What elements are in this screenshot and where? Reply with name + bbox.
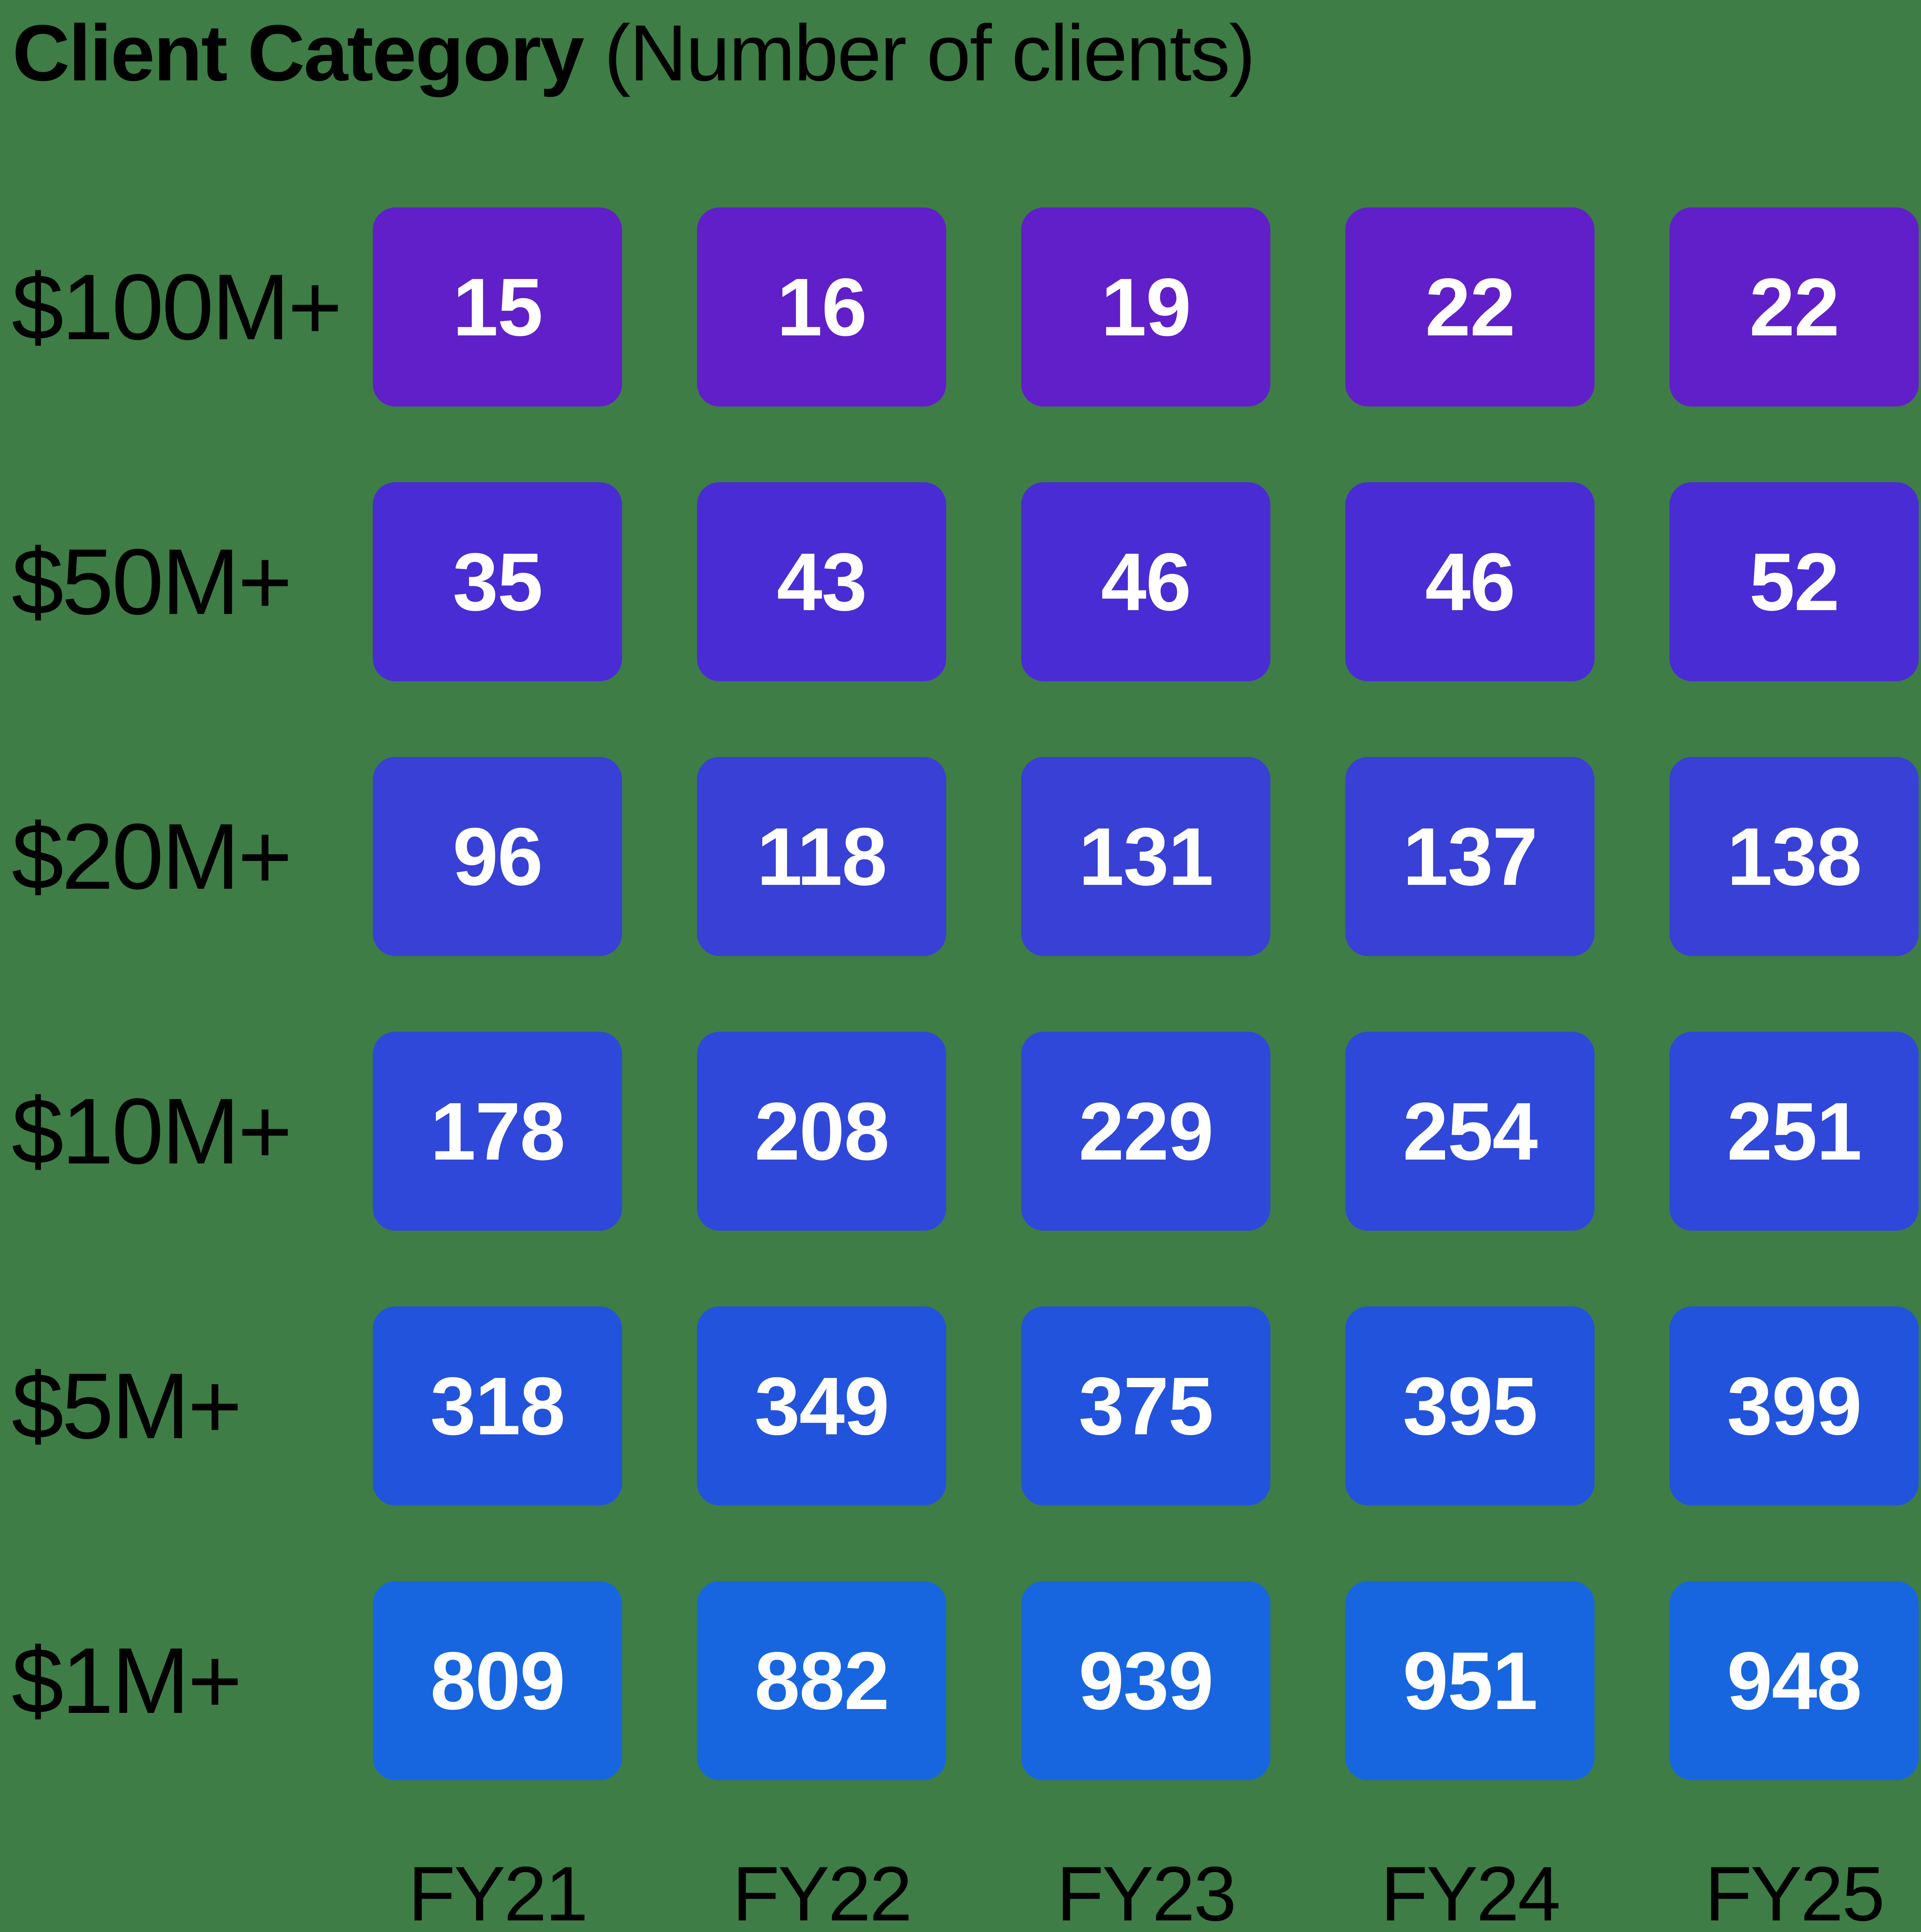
row-label: $50M+ (12, 529, 292, 634)
column-label: FY23 (1056, 1850, 1236, 1932)
matrix-cell: 178 (373, 1032, 622, 1231)
matrix-cell: 137 (1345, 757, 1595, 956)
matrix-cell: 131 (1021, 757, 1270, 956)
chart-title: Client Category (Number of clients) (12, 5, 1256, 101)
matrix-cell: 809 (373, 1581, 622, 1780)
matrix-cell: 96 (373, 757, 622, 956)
footer-spacer (12, 1856, 298, 1932)
chart-title-bold: Client Category (12, 9, 584, 97)
matrix-cell: 16 (697, 207, 946, 406)
matrix-cell: 939 (1021, 1581, 1270, 1780)
row-label: $5M+ (12, 1354, 242, 1458)
column-label: FY21 (408, 1850, 588, 1932)
row-label: $10M+ (12, 1079, 292, 1184)
row-label: $1M+ (12, 1628, 242, 1733)
chart-title-subtitle: (Number of clients) (583, 9, 1256, 97)
row-label: $20M+ (12, 804, 292, 909)
matrix-cell: 138 (1669, 757, 1919, 956)
matrix-cell: 254 (1345, 1032, 1595, 1231)
matrix-cell: 208 (697, 1032, 946, 1231)
matrix-cell: 46 (1021, 482, 1270, 681)
matrix-cell: 318 (373, 1306, 622, 1505)
matrix-cell: 948 (1669, 1581, 1919, 1780)
matrix-cell: 399 (1669, 1306, 1919, 1505)
matrix-cell: 229 (1021, 1032, 1270, 1231)
matrix-cell: 22 (1345, 207, 1595, 406)
matrix-cell: 43 (697, 482, 946, 681)
matrix-cell: 15 (373, 207, 622, 406)
column-label: FY25 (1705, 1850, 1885, 1932)
matrix-grid: $100M+ 15 16 19 22 22 $50M+ 35 43 46 46 52 $20M+ 96 11… (12, 207, 1919, 1932)
column-label: FY22 (732, 1850, 912, 1932)
matrix-cell: 118 (697, 757, 946, 956)
matrix-cell: 19 (1021, 207, 1270, 406)
matrix-cell: 395 (1345, 1306, 1595, 1505)
matrix-cell: 251 (1669, 1032, 1919, 1231)
matrix-cell: 22 (1669, 207, 1919, 406)
matrix-cell: 882 (697, 1581, 946, 1780)
matrix-cell: 35 (373, 482, 622, 681)
matrix-cell: 349 (697, 1306, 946, 1505)
matrix-cell: 46 (1345, 482, 1595, 681)
column-label: FY24 (1380, 1850, 1561, 1932)
matrix-cell: 951 (1345, 1581, 1595, 1780)
matrix-cell: 52 (1669, 482, 1919, 681)
matrix-cell: 375 (1021, 1306, 1270, 1505)
row-label: $100M+ (12, 255, 342, 359)
